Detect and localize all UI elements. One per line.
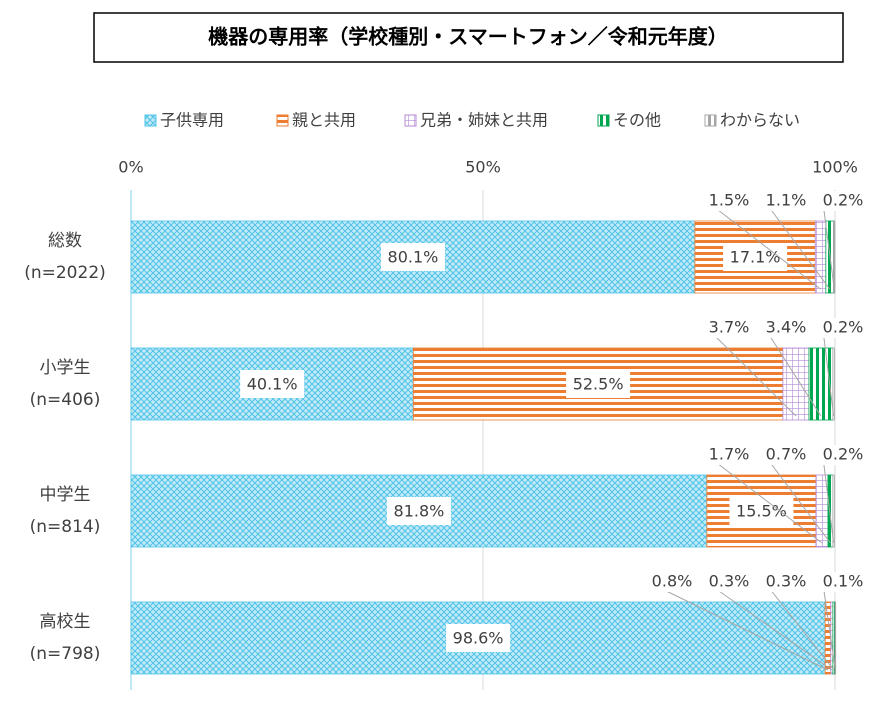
data-label: 1.5% [709, 191, 750, 210]
label-box [764, 318, 808, 338]
bar-segment [782, 347, 810, 421]
data-label: 0.3% [709, 572, 750, 591]
label-box [729, 497, 794, 525]
legend-label: 子供専用 [160, 111, 224, 130]
label-box [764, 572, 808, 592]
data-label: 52.5% [573, 375, 624, 394]
leader-line [822, 456, 835, 544]
label-box [707, 572, 751, 592]
leader-line [822, 329, 835, 417]
data-label: 17.1% [730, 248, 781, 267]
data-label: 0.3% [766, 572, 807, 591]
data-label: 3.4% [766, 318, 807, 337]
data-label: 81.8% [394, 502, 445, 521]
label-box [707, 445, 751, 465]
chart-title: 機器の専用率（学校種別・スマートフォン／令和元年度） [208, 25, 727, 49]
label-box [707, 191, 751, 211]
leader-line [822, 583, 836, 671]
label-box [566, 370, 631, 398]
label-box [386, 497, 451, 525]
bar-segment [832, 347, 835, 421]
label-box [380, 243, 445, 271]
legend-swatch [276, 114, 289, 127]
label-box [240, 370, 305, 398]
data-label: 0.2% [823, 191, 864, 210]
legend-label: わからない [720, 111, 800, 130]
data-label: 1.1% [766, 191, 807, 210]
data-label: 0.2% [823, 318, 864, 337]
leader-line [765, 456, 831, 544]
legend-swatch [597, 114, 610, 127]
leader-line [765, 329, 822, 417]
legend-label: その他 [613, 111, 661, 130]
category-label: 中学生 (n=814) [29, 485, 101, 537]
category-label: 総数 (n=2022) [24, 231, 106, 283]
leader-line [708, 202, 821, 290]
data-label: 3.7% [709, 318, 750, 337]
bar-segment [834, 601, 837, 675]
bar-segment [130, 601, 826, 675]
data-label: 0.7% [766, 445, 807, 464]
legend-swatch [704, 114, 717, 127]
leader-line [708, 456, 823, 544]
legend-swatch [404, 114, 417, 127]
leader-line [651, 583, 829, 671]
x-tick-label: 100% [812, 158, 858, 177]
leader-line [765, 583, 835, 671]
category-label: 小学生 (n=406) [29, 358, 101, 410]
label-box [821, 191, 865, 211]
x-tick-label: 0% [118, 158, 143, 177]
leader-line [708, 583, 833, 671]
label-box [650, 572, 694, 592]
bar-segment [833, 220, 836, 294]
legend-label: 兄弟・姉妹と共用 [420, 111, 548, 130]
legend-label: 親と共用 [292, 111, 356, 130]
label-box [446, 624, 511, 652]
label-box [821, 318, 865, 338]
leader-line [822, 202, 835, 290]
data-label: 0.1% [823, 572, 864, 591]
label-box [723, 243, 788, 271]
data-label: 0.2% [823, 445, 864, 464]
category-label: 高校生 (n=798) [29, 612, 101, 664]
leader-line [765, 202, 831, 290]
data-label: 98.6% [453, 629, 504, 648]
title-box [93, 12, 844, 63]
label-box [764, 445, 808, 465]
bar-segment [827, 474, 834, 548]
data-label: 1.7% [709, 445, 750, 464]
data-label: 0.8% [652, 572, 693, 591]
label-box [707, 318, 751, 338]
legend-swatch [144, 114, 157, 127]
data-label: 80.1% [388, 248, 439, 267]
label-box [764, 191, 808, 211]
x-tick-label: 50% [465, 158, 501, 177]
label-box [821, 572, 865, 592]
label-box [821, 445, 865, 465]
bar-segment [832, 474, 835, 548]
data-label: 40.1% [247, 375, 298, 394]
leader-line [708, 329, 797, 417]
